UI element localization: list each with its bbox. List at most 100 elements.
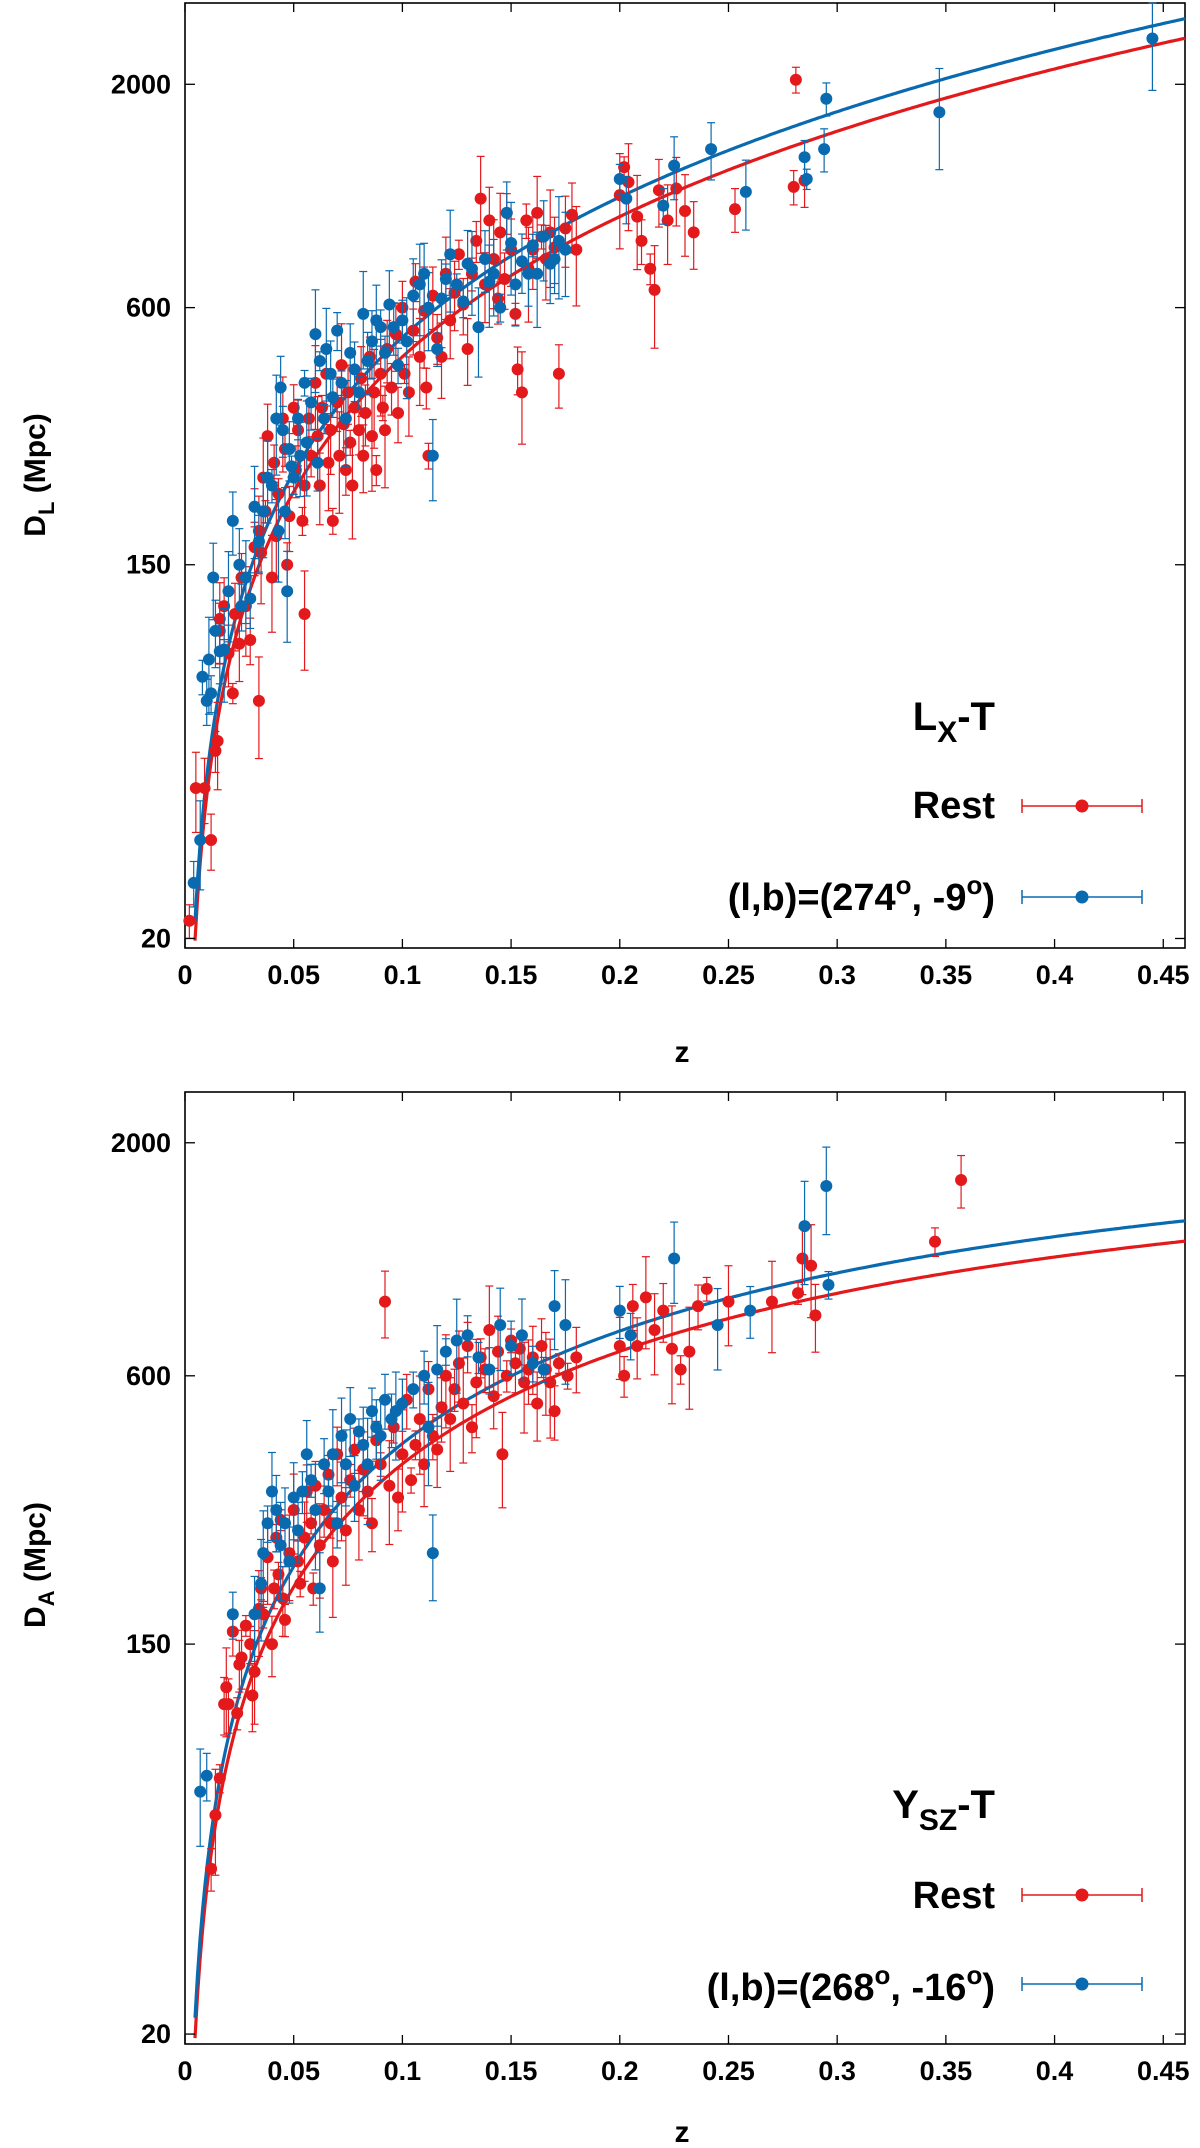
data-point: [348, 1455, 361, 1522]
data-point: [231, 1697, 244, 1731]
data-point: [239, 1614, 252, 1637]
legend-label-region: (l,b)=(268o, -16o): [707, 1960, 995, 2009]
data-point: [465, 1404, 478, 1454]
x-axis-title: z: [675, 1036, 690, 1069]
data-point: [252, 656, 265, 760]
data-point: [392, 1468, 405, 1532]
data-point: [283, 1526, 296, 1604]
y-tick-label: 2000: [111, 1128, 171, 1158]
data-point: [392, 347, 405, 385]
x-axis-ticks: 0 0.05 0.1 0.15 0.2 0.25 0.3 0.35 0.4 0.45: [177, 1092, 1190, 2086]
data-point: [552, 344, 565, 409]
data-point: [402, 356, 415, 437]
data-point: [279, 1487, 291, 1568]
data-point: [270, 374, 283, 476]
data-point: [374, 1399, 387, 1481]
data-point: [420, 367, 433, 410]
data-point: [198, 757, 211, 825]
data-point: [400, 297, 413, 400]
data-point: [320, 307, 333, 402]
data-point: [548, 1270, 561, 1351]
data-point: [296, 506, 309, 537]
data-point: [648, 1293, 661, 1376]
data-point: [674, 1355, 687, 1385]
data-point: [494, 192, 507, 283]
data-point: [820, 82, 833, 117]
x-tick-label: 0.45: [1137, 960, 1190, 990]
data-point: [205, 813, 218, 871]
fit-curves: [193, 1219, 1186, 2039]
x-tick-label: 0.4: [1036, 2056, 1074, 2086]
data-point: [705, 122, 718, 181]
legend-title: YSZ-T: [892, 1783, 995, 1837]
data-point: [418, 1350, 431, 1405]
data-point: [257, 473, 270, 559]
data-point: [422, 272, 435, 352]
x-tick-label: 0.45: [1137, 2056, 1190, 2086]
data-point: [211, 701, 224, 791]
data-point: [798, 1180, 811, 1286]
data-point: [494, 293, 507, 323]
data-point: [222, 551, 235, 643]
data-point: [407, 1371, 420, 1409]
data-point: [820, 1146, 833, 1236]
data-point: [687, 201, 700, 270]
data-point: [418, 1428, 431, 1508]
data-point: [292, 398, 305, 441]
data-point: [194, 800, 207, 891]
data-point: [413, 243, 426, 337]
data-point: [344, 1387, 357, 1458]
y-tick-label: 2000: [111, 69, 171, 99]
data-point: [189, 751, 202, 834]
data-point: [700, 1276, 713, 1302]
data-point: [809, 1283, 822, 1353]
data-point: [470, 220, 483, 264]
data-point: [387, 302, 400, 356]
data-point: [570, 205, 583, 307]
data-point: [929, 1227, 941, 1258]
data-point: [298, 570, 311, 671]
series-region: [194, 1146, 835, 1847]
data-point: [739, 159, 752, 231]
fit-curve-rest: [193, 36, 1186, 941]
data-point: [374, 309, 387, 347]
data-point: [418, 242, 431, 311]
fit-curve-region: [193, 1219, 1186, 2018]
data-point: [722, 1265, 735, 1347]
data-point: [452, 239, 465, 271]
data-point: [187, 860, 200, 908]
data-point: [357, 1406, 370, 1493]
data-point: [298, 452, 311, 526]
data-point: [265, 1615, 278, 1678]
data-point: [711, 1287, 724, 1371]
data-point: [472, 1341, 485, 1375]
data-point: [787, 169, 800, 206]
data-point: [792, 1281, 805, 1305]
data-point: [426, 418, 439, 502]
data-point: [220, 1647, 233, 1738]
fit-curve-rest: [193, 1239, 1186, 2039]
data-point: [313, 1552, 326, 1633]
data-point: [205, 675, 218, 714]
data-point: [494, 1287, 507, 1372]
data-point: [679, 174, 691, 257]
data-point: [294, 1570, 307, 1598]
data-point: [335, 1397, 348, 1484]
data-point: [683, 1306, 696, 1410]
data-point: [326, 1517, 339, 1618]
data-point: [657, 188, 670, 225]
x-tick-label: 0.2: [601, 960, 639, 990]
data-point: [526, 233, 539, 258]
data-point: [522, 245, 535, 307]
data-point: [439, 1338, 452, 1366]
series-region: [187, 2, 1159, 908]
data-point: [265, 468, 278, 504]
chart-angular-diameter-distance: 0 0.05 0.1 0.15 0.2 0.25 0.3 0.35 0.4 0.45 20 150 6…: [19, 1091, 1190, 2148]
data-point: [261, 1505, 274, 1543]
y-tick-label: 20: [141, 923, 171, 953]
data-point: [272, 1561, 285, 1588]
data-point: [281, 550, 294, 643]
data-point: [365, 1497, 378, 1553]
data-point: [287, 461, 300, 495]
data-point: [322, 424, 335, 512]
